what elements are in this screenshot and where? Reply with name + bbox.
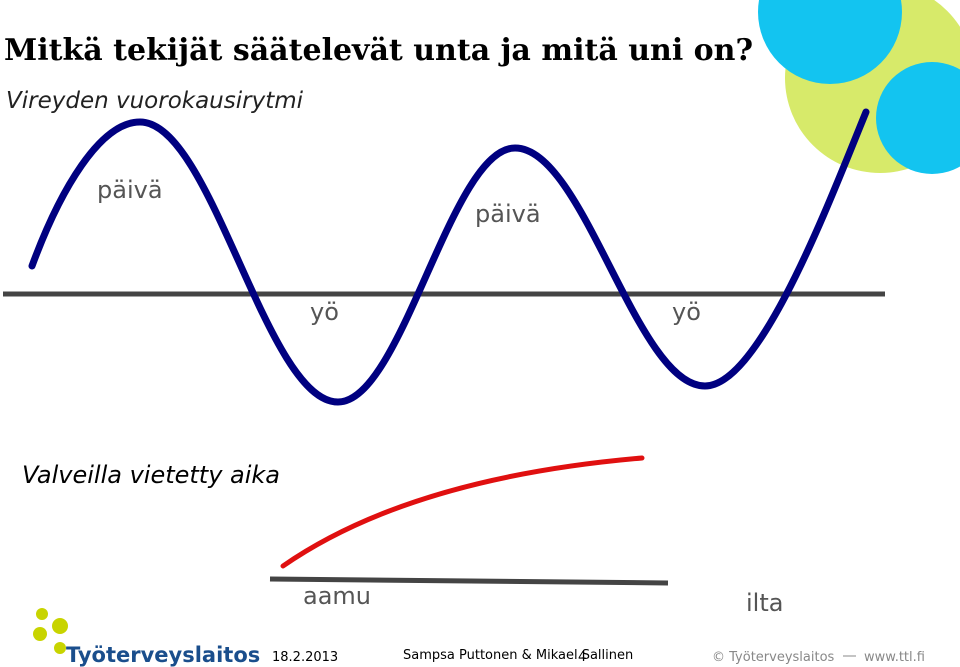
slide-title: Mitkä tekijät säätelevät unta ja mitä un…	[4, 33, 753, 68]
logo-mark	[54, 642, 66, 654]
night-label: yö	[672, 298, 701, 326]
decor-circle	[876, 62, 960, 174]
night-label: yö	[310, 298, 339, 326]
section-title: Valveilla vietetty aika	[22, 461, 280, 489]
logo-text: Työterveyslaitos	[66, 643, 260, 667]
logo: Työterveyslaitos	[33, 608, 260, 667]
logo-mark	[33, 627, 47, 641]
slide-subtitle: Vireyden vuorokausirytmi	[6, 88, 304, 114]
decor-circle	[758, 0, 902, 84]
logo-mark	[36, 608, 48, 620]
footer-url: www.ttl.fi	[864, 650, 925, 665]
day-label: päivä	[97, 176, 163, 204]
footer-copyright: © Työterveyslaitos	[712, 650, 835, 665]
end-label: ilta	[746, 589, 783, 617]
day-label: päivä	[475, 200, 541, 228]
start-label: aamu	[303, 582, 371, 610]
footer-date: 18.2.2013	[272, 650, 338, 665]
footer-authors: Sampsa Puttonen & Mikael Sallinen	[403, 648, 633, 663]
page-number: 4	[578, 650, 586, 665]
wake-curve	[280, 455, 645, 569]
rhythm-curve	[28, 108, 870, 406]
logo-mark	[52, 618, 68, 634]
time-axis	[269, 576, 669, 586]
